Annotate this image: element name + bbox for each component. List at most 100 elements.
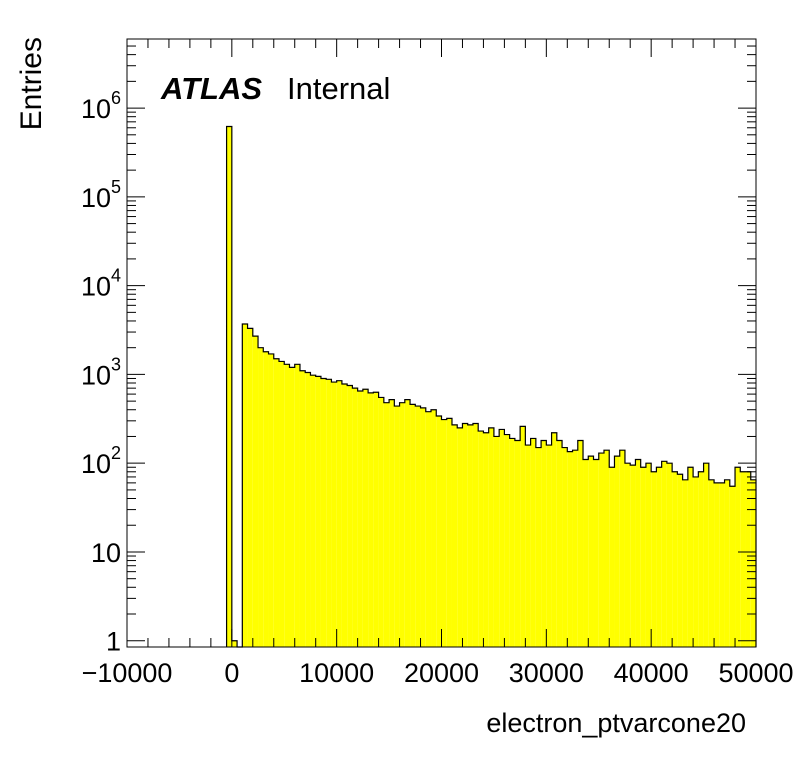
- atlas-status-label: Internal: [287, 71, 390, 106]
- histogram-bar: [268, 353, 274, 647]
- histogram-bar: [619, 450, 625, 647]
- histogram-bar: [745, 471, 751, 647]
- histogram-outline: [225, 125, 757, 648]
- histogram-bar: [714, 482, 720, 647]
- histogram-bar: [284, 364, 290, 647]
- histogram-bar: [572, 450, 578, 647]
- histogram-bar: [410, 404, 416, 647]
- histogram-bar: [425, 411, 432, 647]
- y-tick-label: 106: [81, 88, 121, 124]
- histogram-bar: [493, 436, 500, 647]
- y-tick-label: 102: [81, 443, 121, 479]
- histogram-bar: [666, 463, 673, 647]
- histogram-bar: [541, 440, 547, 647]
- y-tick-label: 10: [91, 538, 121, 568]
- y-axis-label: Entries: [15, 37, 48, 130]
- histogram-bar: [740, 471, 746, 647]
- histogram-bar: [556, 440, 563, 647]
- histogram-bar: [682, 479, 688, 647]
- histogram-bar: [305, 372, 311, 647]
- histogram-bar: [624, 463, 631, 647]
- histogram-bar: [326, 379, 332, 647]
- histogram-bar: [252, 336, 259, 647]
- histogram-bar: [520, 426, 526, 647]
- histogram-bar: [347, 385, 353, 647]
- histogram-bar: [436, 416, 442, 647]
- atlas-brand-label: ATLAS: [160, 71, 262, 106]
- histogram-bar: [457, 427, 463, 647]
- histogram-bar: [703, 463, 709, 647]
- histogram-bar: [310, 375, 316, 647]
- histogram-bar: [451, 424, 458, 647]
- x-tick-label: 10000: [299, 658, 374, 688]
- x-tick-label: 30000: [509, 658, 584, 688]
- histogram-bar: [320, 378, 327, 647]
- tick-labels: −10000 0 10000 20000 30000 40000 50000 1 10 102 10…: [81, 88, 794, 688]
- x-tick-label: −10000: [82, 658, 173, 688]
- histogram-bar: [226, 126, 232, 647]
- x-tick-label: 0: [224, 658, 239, 688]
- histogram-bar: [446, 418, 452, 647]
- histogram-bar: [299, 370, 306, 647]
- histogram-bar: [525, 445, 531, 647]
- histogram-bar: [514, 440, 521, 647]
- histogram-bar: [247, 328, 253, 647]
- histogram-bar: [394, 406, 400, 647]
- histogram-bar: [614, 456, 620, 647]
- histogram-bar: [630, 465, 636, 647]
- y-tick-label: 105: [81, 177, 121, 213]
- histogram-bar: [378, 397, 384, 647]
- histogram-bar: [609, 467, 615, 647]
- histogram-bar: [467, 424, 473, 647]
- histogram-bar: [724, 479, 730, 647]
- histogram-bar: [431, 409, 437, 647]
- histogram-bar: [567, 451, 573, 647]
- y-tick-label: 103: [81, 354, 121, 390]
- histogram-bar: [357, 391, 363, 647]
- histogram-bar: [551, 432, 557, 647]
- histogram-bar: [389, 399, 395, 647]
- histogram-bar: [698, 471, 704, 647]
- histogram-bar: [258, 347, 264, 647]
- x-tick-label: 20000: [404, 658, 479, 688]
- histogram-bar: [656, 467, 662, 647]
- histogram-bar: [462, 423, 468, 647]
- x-tick-label: 50000: [718, 658, 793, 688]
- axis-ticks: [126, 38, 757, 647]
- histogram-bar: [404, 399, 411, 647]
- histogram-bar: [420, 407, 426, 647]
- histogram-bar: [603, 450, 610, 647]
- histogram-bar: [583, 459, 589, 647]
- histogram-bar: [352, 388, 358, 647]
- histogram-bar: [562, 447, 568, 647]
- histogram-bar: [231, 640, 238, 647]
- histogram-bar: [635, 459, 641, 647]
- histogram-bar: [383, 402, 390, 647]
- histogram-bar: [530, 438, 536, 647]
- histogram-bar: [362, 389, 369, 647]
- histogram-bar: [708, 479, 715, 647]
- histogram-bar: [504, 434, 510, 647]
- histogram-bar: [729, 486, 736, 647]
- histogram-bar: [640, 467, 646, 647]
- histogram-bar: [645, 463, 652, 647]
- histogram-bar: [693, 476, 699, 647]
- histogram-bar: [750, 479, 756, 647]
- histogram-bar: [242, 323, 248, 647]
- histogram-bar: [735, 467, 741, 647]
- histogram-bar: [279, 361, 285, 647]
- histogram-bar: [472, 423, 479, 647]
- histogram-bar: [598, 453, 604, 647]
- histogram-bar: [499, 429, 505, 647]
- histogram-bar: [289, 367, 295, 647]
- histogram-bar: [661, 461, 667, 647]
- histogram-bar: [719, 482, 725, 647]
- histogram-bar: [488, 427, 494, 647]
- histogram-bar: [478, 431, 484, 647]
- x-axis-label: electron_ptvarcone20: [486, 708, 746, 738]
- histogram-bar: [588, 456, 594, 647]
- histogram-bar: [373, 392, 379, 647]
- x-tick-label: 40000: [614, 658, 689, 688]
- histogram-bar: [273, 358, 280, 647]
